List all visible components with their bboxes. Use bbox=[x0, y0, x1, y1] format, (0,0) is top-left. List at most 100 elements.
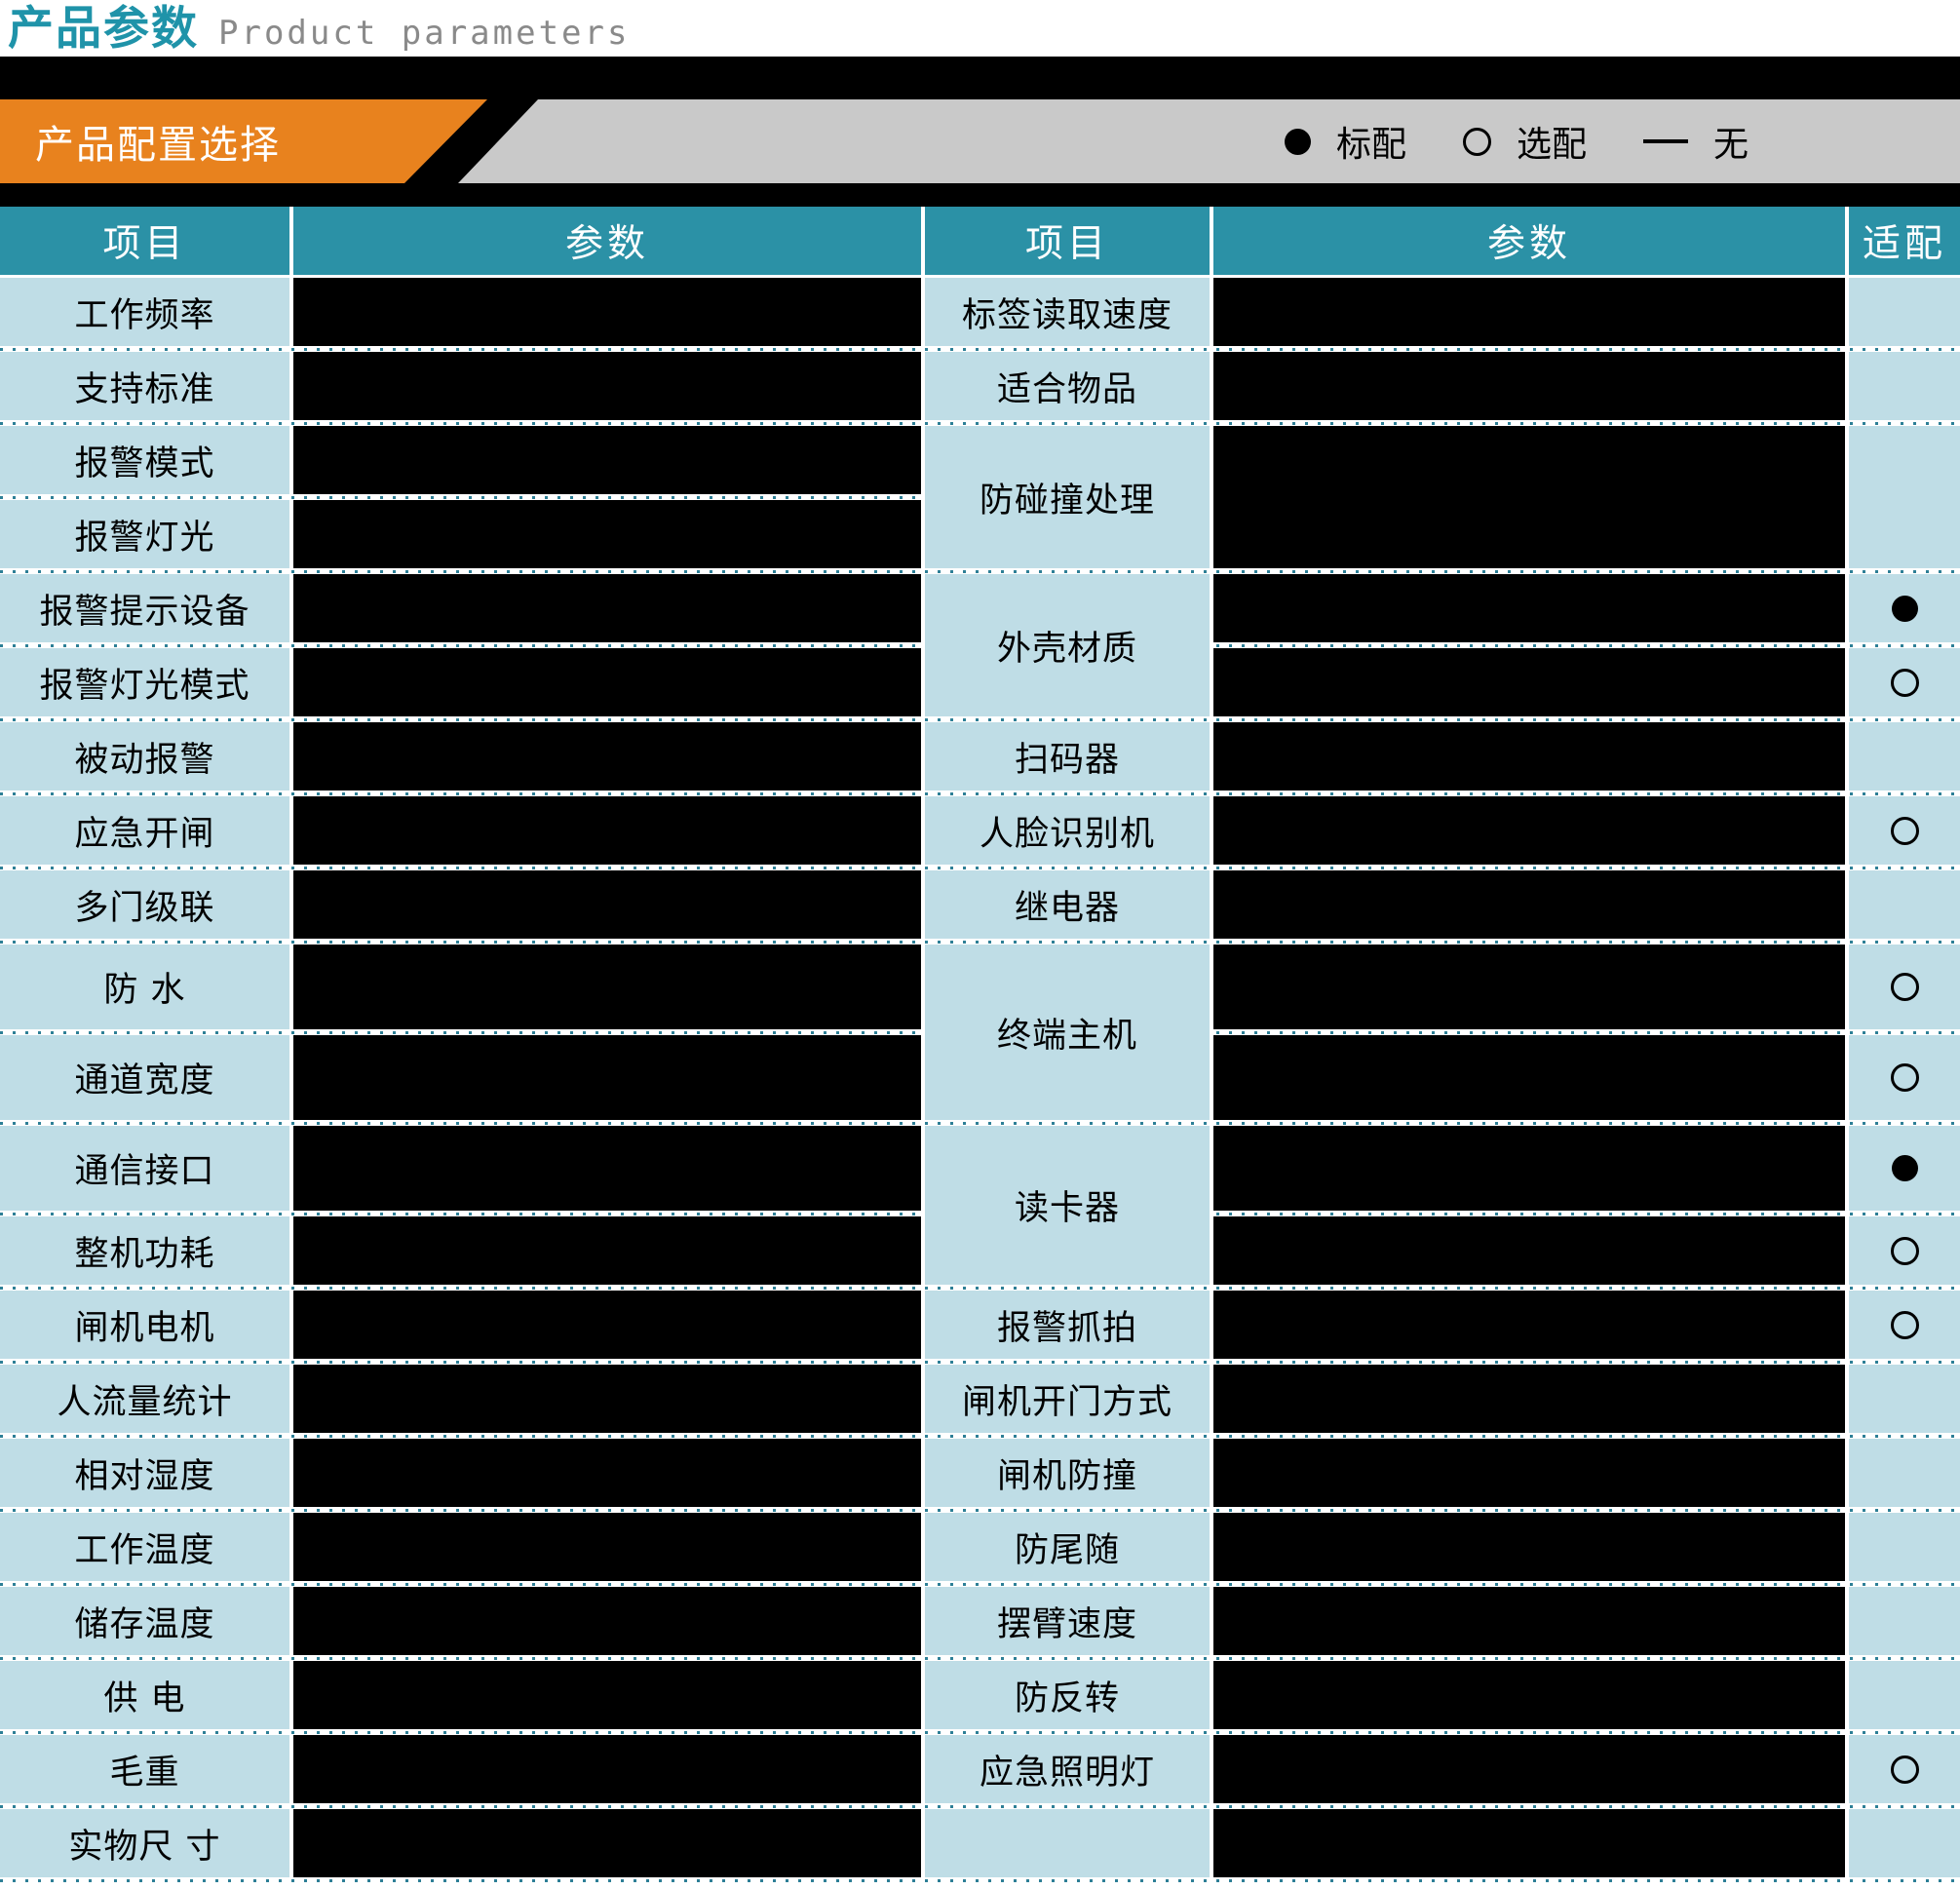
adapter-cell bbox=[1849, 1587, 1960, 1655]
param-cell-redacted bbox=[293, 796, 921, 865]
param-cell-redacted bbox=[293, 278, 921, 346]
item-cell: 扫码器 bbox=[925, 722, 1210, 791]
item-cell: 工作温度 bbox=[0, 1513, 289, 1581]
item-cell: 闸机开门方式 bbox=[925, 1365, 1210, 1433]
row-divider bbox=[0, 865, 1960, 870]
item-cell: 报警抓拍 bbox=[925, 1291, 1210, 1359]
item-cell: 实物尺 寸 bbox=[0, 1809, 289, 1877]
adapter-cell bbox=[1849, 870, 1960, 939]
item-cell: 报警提示设备 bbox=[0, 574, 289, 642]
item-cell: 人脸识别机 bbox=[925, 796, 1210, 865]
param-cell-redacted bbox=[1213, 1439, 1845, 1507]
header-item-right: 项目 bbox=[925, 207, 1210, 275]
item-cell: 闸机电机 bbox=[0, 1291, 289, 1359]
item-cell: 终端主机 bbox=[925, 945, 1210, 1120]
param-cell-redacted bbox=[1213, 1513, 1845, 1581]
legend-label: 标配 bbox=[1336, 125, 1407, 165]
adapter-cell bbox=[1849, 1809, 1960, 1877]
item-cell: 通信接口 bbox=[0, 1126, 289, 1211]
optional-marker-icon bbox=[1890, 668, 1919, 697]
item-cell: 报警灯光 bbox=[0, 500, 289, 568]
param-cell-redacted bbox=[1213, 1365, 1845, 1433]
item-cell: 报警模式 bbox=[0, 426, 289, 494]
adapter-cell bbox=[1849, 1291, 1960, 1359]
row-divider bbox=[0, 716, 1960, 722]
param-cell-redacted bbox=[1213, 1126, 1845, 1211]
legend-bar bbox=[458, 99, 1960, 183]
item-cell: 报警灯光模式 bbox=[0, 648, 289, 716]
row-divider bbox=[0, 568, 1960, 574]
param-cell-redacted bbox=[1213, 870, 1845, 939]
row-divider bbox=[0, 791, 1960, 796]
header-adapter: 适配 bbox=[1849, 207, 1960, 275]
adapter-cell bbox=[1849, 352, 1960, 420]
item-cell: 供 电 bbox=[0, 1661, 289, 1729]
item-cell: 防 水 bbox=[0, 945, 289, 1029]
standard-marker-icon bbox=[1891, 595, 1918, 622]
optional-marker-icon bbox=[1890, 1755, 1919, 1784]
param-cell-redacted bbox=[1213, 1216, 1845, 1285]
section-banner: 产品配置选择 bbox=[0, 99, 487, 183]
adapter-cell bbox=[1849, 945, 1960, 1029]
adapter-cell bbox=[1849, 1513, 1960, 1581]
none-marker-icon bbox=[1643, 139, 1689, 143]
optional-marker-icon bbox=[1890, 1063, 1919, 1092]
param-cell-redacted bbox=[293, 1291, 921, 1359]
section-banner-label: 产品配置选择 bbox=[35, 123, 281, 168]
param-cell-redacted bbox=[293, 426, 921, 494]
param-cell-redacted bbox=[1213, 648, 1845, 716]
item-cell: 被动报警 bbox=[0, 722, 289, 791]
param-cell-redacted bbox=[293, 1365, 921, 1433]
item-cell: 应急开闸 bbox=[0, 796, 289, 865]
legend-label: 无 bbox=[1713, 125, 1749, 165]
item-cell: 防碰撞处理 bbox=[925, 426, 1210, 568]
header-param-right: 参数 bbox=[1213, 207, 1845, 275]
param-cell-redacted bbox=[1213, 426, 1845, 568]
param-cell-redacted bbox=[293, 1035, 921, 1120]
param-cell-redacted bbox=[293, 648, 921, 716]
item-cell: 标签读取速度 bbox=[925, 278, 1210, 346]
param-cell-redacted bbox=[1213, 945, 1845, 1029]
row-divider bbox=[0, 420, 1960, 426]
adapter-cell bbox=[1849, 1439, 1960, 1507]
optional-marker-icon bbox=[1463, 127, 1492, 156]
row-divider bbox=[0, 346, 1960, 352]
adapter-cell bbox=[1849, 648, 1960, 716]
item-cell: 读卡器 bbox=[925, 1126, 1210, 1285]
param-cell-redacted bbox=[1213, 1735, 1845, 1803]
legend-item-optional: 选配 bbox=[1463, 116, 1587, 167]
item-cell: 摆臂速度 bbox=[925, 1587, 1210, 1655]
item-cell: 闸机防撞 bbox=[925, 1439, 1210, 1507]
item-cell: 工作频率 bbox=[0, 278, 289, 346]
param-cell-redacted bbox=[1213, 1809, 1845, 1877]
legend-label: 选配 bbox=[1517, 125, 1588, 165]
param-cell-redacted bbox=[293, 1809, 921, 1877]
page-title-cn: 产品参数 bbox=[8, 2, 199, 56]
legend-item-none: 无 bbox=[1643, 116, 1749, 167]
param-cell-redacted bbox=[1213, 574, 1845, 642]
param-cell-redacted bbox=[293, 500, 921, 568]
item-cell: 储存温度 bbox=[0, 1587, 289, 1655]
legend-item-standard: 标配 bbox=[1285, 116, 1406, 167]
adapter-cell bbox=[1849, 722, 1960, 791]
optional-marker-icon bbox=[1890, 1310, 1919, 1339]
optional-marker-icon bbox=[1890, 816, 1919, 845]
page-title-en: Product parameters bbox=[218, 14, 631, 53]
header-item-left: 项目 bbox=[0, 207, 289, 275]
row-divider bbox=[0, 939, 1960, 945]
row-divider bbox=[0, 1359, 1960, 1365]
param-cell-redacted bbox=[293, 1661, 921, 1729]
row-divider bbox=[0, 1655, 1960, 1661]
adapter-cell bbox=[1849, 574, 1960, 642]
param-cell-redacted bbox=[1213, 1661, 1845, 1729]
param-cell-redacted bbox=[293, 870, 921, 939]
item-cell: 支持标准 bbox=[0, 352, 289, 420]
standard-marker-icon bbox=[1285, 128, 1311, 155]
item-cell: 毛重 bbox=[0, 1735, 289, 1803]
param-cell-redacted bbox=[1213, 796, 1845, 865]
item-cell: 外壳材质 bbox=[925, 574, 1210, 716]
standard-marker-icon bbox=[1891, 1155, 1918, 1181]
row-divider bbox=[0, 1433, 1960, 1439]
adapter-cell bbox=[1849, 1035, 1960, 1120]
